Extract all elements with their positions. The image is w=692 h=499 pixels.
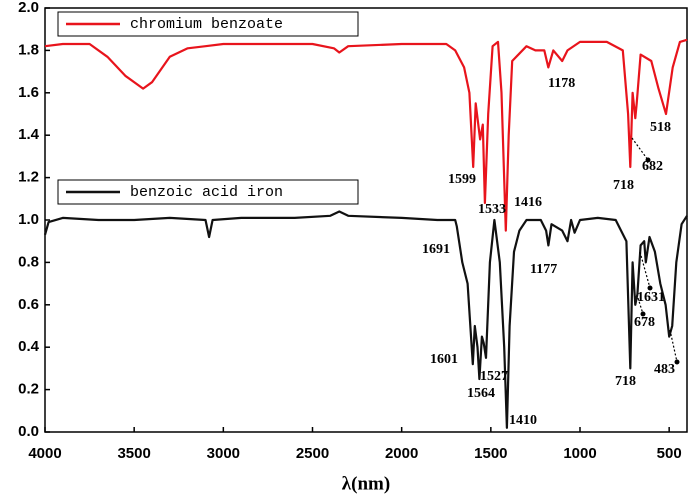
y-tick-label: 1.6 (18, 84, 39, 101)
peak-label: 1527 (480, 369, 508, 384)
y-tick-label: 0.2 (18, 381, 39, 398)
x-tick-label: 2500 (296, 445, 329, 462)
peak-label: 682 (642, 159, 663, 174)
peak-label: 718 (613, 178, 634, 193)
peak-label: 518 (650, 120, 671, 135)
peak-label: 1564 (467, 386, 495, 401)
peak-label: 1631 (637, 290, 665, 305)
peak-label: 1177 (530, 262, 557, 277)
spectrum-line (43, 210, 688, 429)
spectrum-line (44, 38, 688, 232)
legend-label: chromium benzoate (130, 16, 283, 33)
y-tick-label: 1.2 (18, 169, 39, 186)
peak-label: 678 (634, 315, 655, 330)
legend-label: benzoic acid iron (130, 184, 283, 201)
x-tick-label: 1500 (474, 445, 507, 462)
y-tick-label: 0.6 (18, 296, 39, 313)
arrow-head (647, 285, 653, 291)
x-tick-label: 500 (657, 445, 682, 462)
arrow-head (674, 359, 680, 365)
x-tick-label: 1000 (563, 445, 596, 462)
x-tick-label: 3000 (207, 445, 240, 462)
y-tick-label: 1.4 (18, 126, 40, 143)
y-tick-label: 0.4 (18, 338, 40, 355)
peak-label: 1601 (430, 352, 458, 367)
peak-label: 1178 (548, 76, 575, 91)
peak-label: 1691 (422, 242, 450, 257)
peak-label: 1533 (478, 202, 506, 217)
y-tick-label: 1.8 (18, 41, 39, 58)
x-axis-title: λ(nm) (342, 473, 390, 494)
annotation-arrow (637, 297, 644, 315)
arrow-head (640, 311, 646, 317)
y-tick-label: 0.8 (18, 253, 39, 270)
peak-label: 718 (615, 374, 636, 389)
arrow-head (645, 157, 651, 163)
y-tick-label: 2.0 (18, 0, 39, 16)
annotation-arrow (631, 137, 649, 161)
y-tick-label: 0.0 (18, 423, 39, 440)
x-tick-label: 3500 (117, 445, 150, 462)
y-tick-label: 1.0 (18, 211, 39, 228)
peak-label: 1416 (514, 195, 542, 210)
x-tick-label: 4000 (28, 445, 61, 462)
annotation-arrow (669, 329, 678, 363)
x-tick-label: 2000 (385, 445, 418, 462)
peak-label: 483 (654, 362, 675, 377)
peak-label: 1410 (509, 413, 537, 428)
peak-label: 1599 (448, 172, 476, 187)
